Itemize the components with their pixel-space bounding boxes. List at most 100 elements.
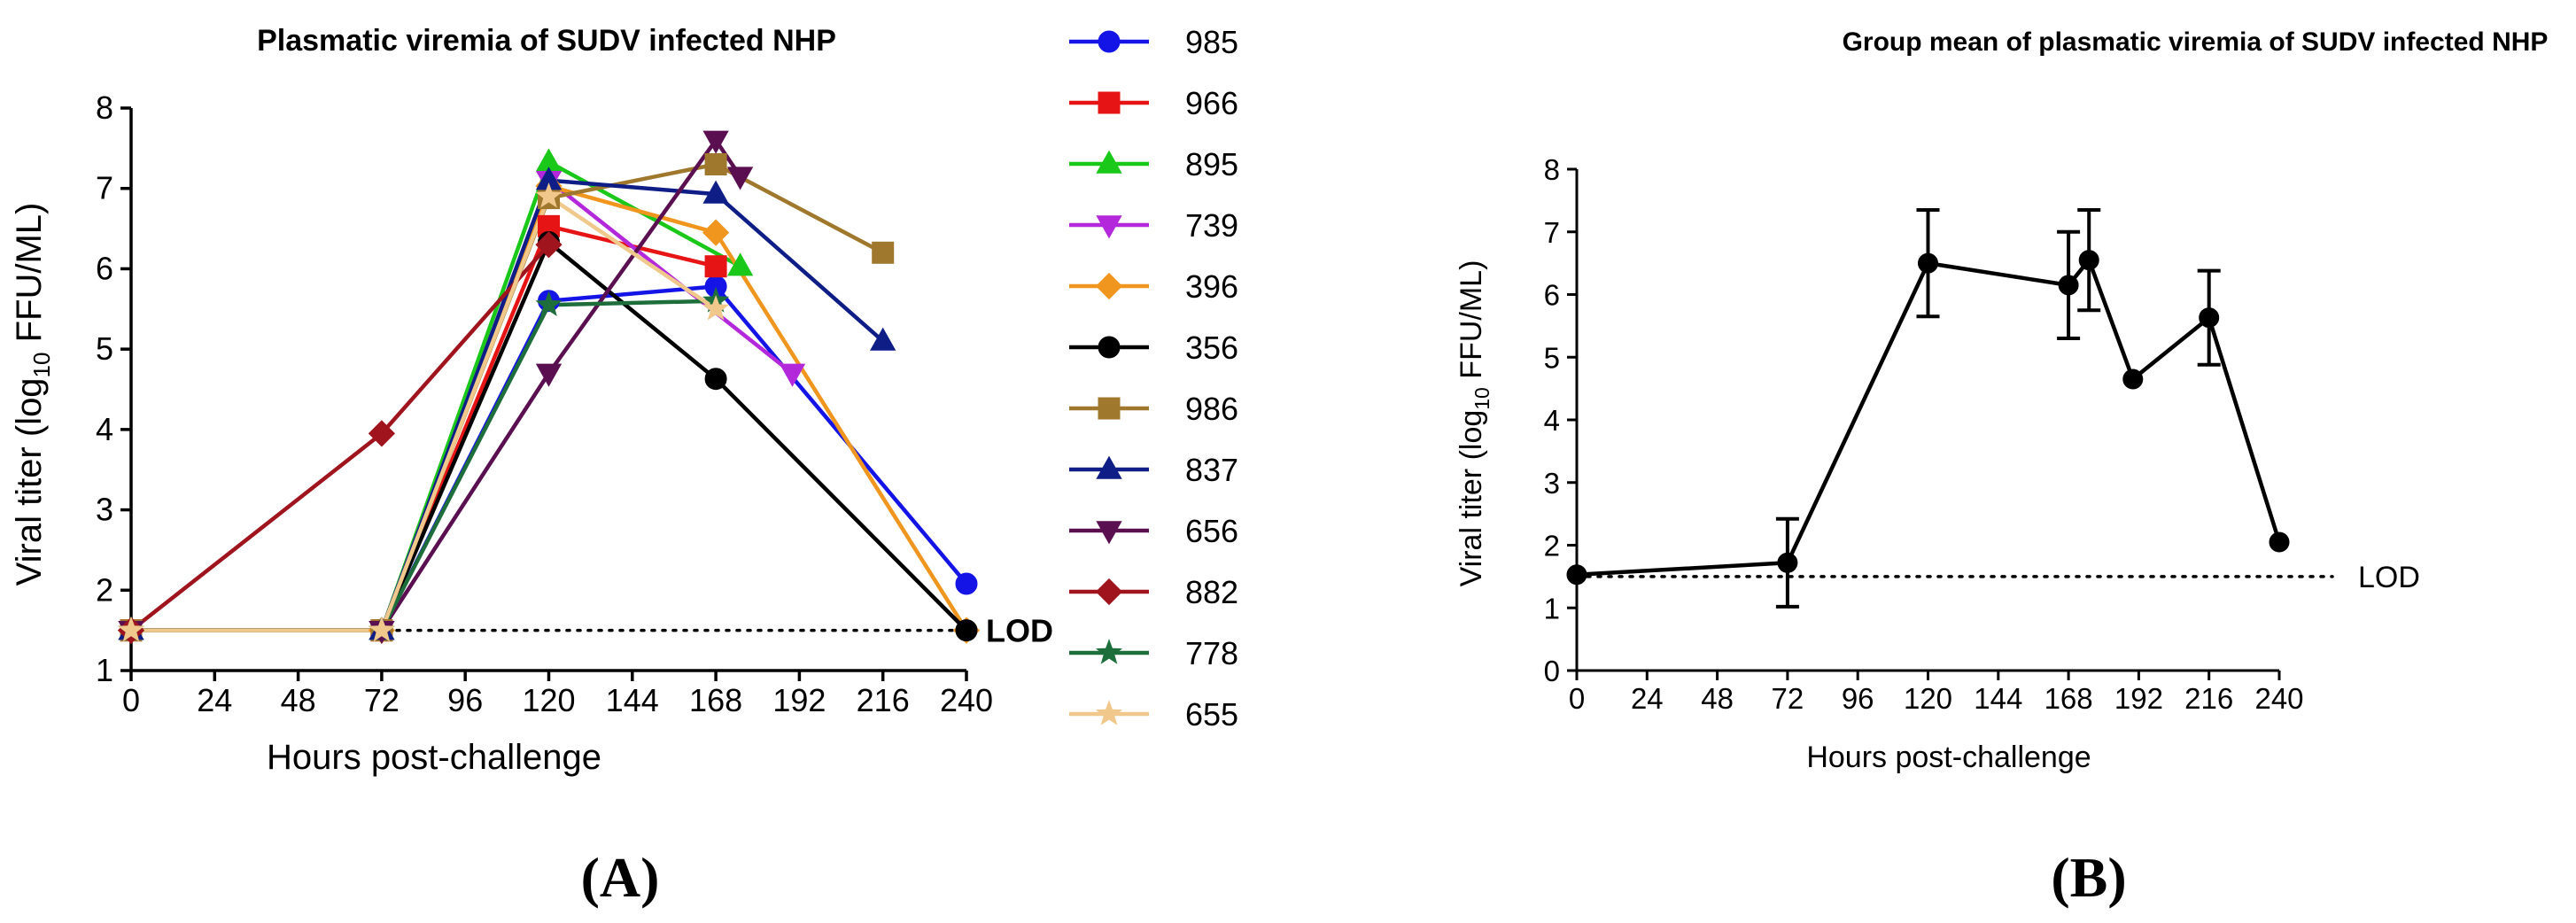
data-point-882 (535, 231, 563, 259)
x-tick-label: 168 (2045, 682, 2093, 715)
x-tick-label: 24 (1631, 682, 1664, 715)
data-point-655 (702, 294, 730, 321)
series-line-778 (131, 299, 717, 632)
y-tick-label: 7 (96, 170, 113, 206)
x-tick-label: 240 (940, 682, 993, 718)
legend-label: 882 (1185, 574, 1238, 610)
legend-marker-966 (1098, 91, 1121, 114)
y-tick-label: 4 (1544, 404, 1560, 437)
chart-a-axes: 0 24 48 72 96 120 144 168 192 216 240 1 2 3 4 5 6 7 8 (96, 89, 993, 718)
lod-label: LOD (986, 613, 1053, 649)
legend-label: 396 (1185, 268, 1238, 305)
data-point-656 (702, 130, 729, 154)
y-tick-label: 0 (1544, 655, 1560, 687)
chart-a-title: Plasmatic viremia of SUDV infected NHP (257, 24, 836, 58)
x-tick-label: 96 (447, 682, 483, 718)
y-tick-label: 3 (96, 492, 113, 528)
data-point-986 (872, 241, 895, 264)
chart-b-lod: LOD (1575, 561, 2420, 594)
data-point-895 (726, 252, 754, 276)
legend-marker-356 (1098, 336, 1121, 359)
legend-label: 356 (1185, 330, 1238, 366)
panel-a: Plasmatic viremia of SUDV infected NHP 0… (10, 24, 1238, 777)
x-tick-label: 120 (1904, 682, 1952, 715)
x-tick-label: 120 (522, 682, 575, 718)
legend-label: 986 (1185, 391, 1238, 427)
y-tick-label: 2 (1544, 530, 1560, 562)
x-tick-label: 192 (2114, 682, 2163, 715)
panel-b: Group mean of plasmatic viremia of SUDV … (1455, 27, 2548, 774)
x-tick-label: 0 (1569, 682, 1585, 715)
y-tick-label: 1 (96, 652, 113, 688)
chart-a-plot (117, 130, 981, 645)
legend-label: 985 (1185, 24, 1238, 60)
data-point-mean (2058, 275, 2079, 296)
legend-label: 837 (1185, 452, 1238, 488)
data-point-656 (726, 167, 754, 190)
legend-marker-837 (1096, 455, 1122, 479)
x-tick-label: 168 (689, 682, 742, 718)
data-point-mean (2078, 250, 2099, 271)
legend-marker-396 (1095, 272, 1123, 300)
legend-label: 895 (1185, 146, 1238, 182)
data-point-655 (117, 616, 145, 642)
legend-label: 739 (1185, 207, 1238, 244)
series-line-837 (131, 178, 885, 632)
legend-label: 966 (1185, 85, 1238, 121)
chart-b-title: Group mean of plasmatic viremia of SUDV … (1843, 27, 2549, 57)
legend-label: 656 (1185, 513, 1238, 549)
series-line-986 (131, 162, 884, 632)
chart-b-plot (1566, 207, 2290, 609)
y-tick-label: 3 (1544, 467, 1560, 500)
chart-b-ylabel: Viral titer (log10 FFU/ML) (1455, 260, 1494, 587)
x-tick-label: 48 (281, 682, 316, 718)
legend-marker-656 (1096, 521, 1122, 545)
data-point-396 (702, 219, 730, 246)
x-tick-label: 144 (1974, 682, 2022, 715)
data-point-356 (704, 368, 727, 391)
chart-b-axes: 0 24 48 72 96 120 144 168 192 216 240 0 1 2 3 4 5 6 7 8 (1544, 153, 2304, 715)
data-point-mean (2269, 531, 2290, 553)
x-tick-label: 216 (857, 682, 910, 718)
data-point-mean (1777, 552, 1798, 573)
y-tick-label: 6 (96, 250, 113, 286)
chart-a-ylabel: Viral titer (log10 FFU/ML) (10, 203, 55, 586)
data-point-mean (1566, 564, 1587, 586)
panel-a-label: (A) (581, 846, 660, 909)
x-tick-label: 72 (1772, 682, 1804, 715)
series-line-985 (131, 284, 968, 632)
legend-marker-778 (1095, 639, 1123, 664)
data-point-655 (368, 616, 395, 642)
legend-marker-739 (1096, 215, 1122, 239)
data-point-mean (1918, 252, 1938, 274)
y-tick-label: 2 (96, 571, 113, 608)
chart-a-xlabel: Hours post-challenge (267, 738, 601, 777)
y-tick-label: 5 (1544, 341, 1560, 374)
legend-label: 655 (1185, 696, 1238, 733)
x-tick-label: 240 (2254, 682, 2303, 715)
x-tick-label: 216 (2184, 682, 2233, 715)
series-line-882 (129, 243, 551, 632)
x-tick-label: 144 (606, 682, 659, 718)
y-tick-label: 4 (96, 411, 113, 447)
legend-marker-985 (1098, 30, 1121, 53)
legend-marker-655 (1095, 700, 1123, 725)
series-line-655 (131, 194, 718, 632)
data-point-966 (704, 255, 727, 278)
chart-b-xlabel: Hours post-challenge (1806, 741, 2091, 774)
data-point-356 (955, 619, 978, 642)
x-tick-label: 48 (1701, 682, 1734, 715)
data-point-655 (535, 182, 563, 208)
x-tick-label: 0 (122, 682, 140, 718)
data-point-986 (704, 153, 727, 175)
data-point-mean (2122, 368, 2144, 390)
x-tick-label: 96 (1842, 682, 1874, 715)
lod-label: LOD (2358, 561, 2420, 594)
panel-b-label: (B) (2051, 846, 2126, 909)
legend-marker-882 (1095, 578, 1123, 606)
y-tick-label: 8 (96, 89, 113, 126)
data-point-656 (535, 363, 563, 387)
chart-a-legend: 985 966 895 739 396 356 986 837 656 882 778 655 (1069, 24, 1238, 733)
series-line-mean (1576, 258, 2282, 578)
